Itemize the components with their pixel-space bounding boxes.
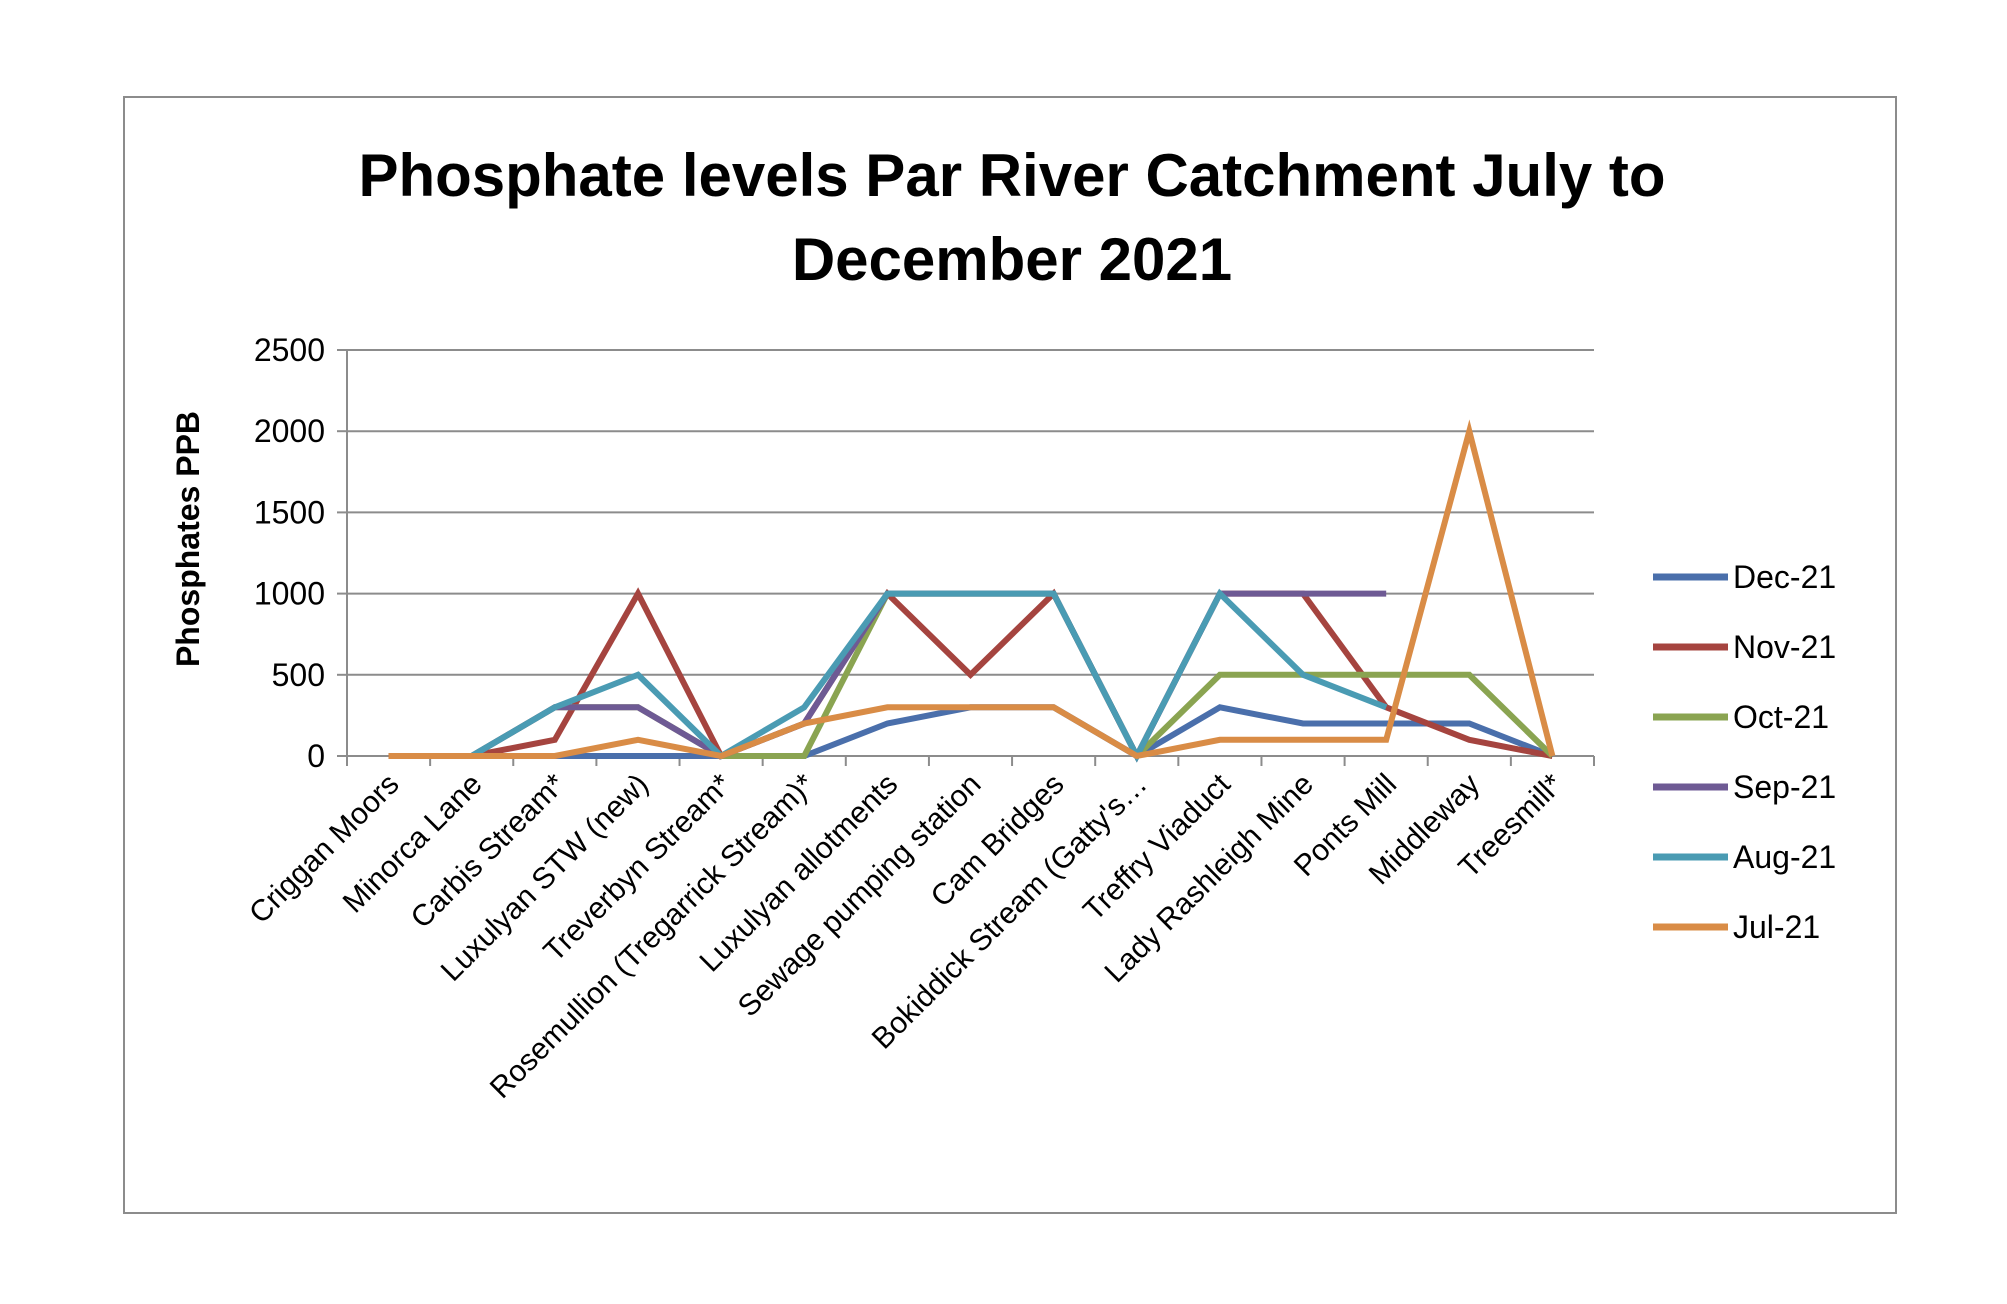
y-axis-title: Phosphates PPB bbox=[170, 411, 206, 667]
y-tick-labels: 0 500 1000 1500 2000 2500 bbox=[254, 332, 325, 774]
gridlines bbox=[347, 349, 1594, 676]
chart-frame: Phosphate levels Par River Catchment Jul… bbox=[123, 96, 1897, 1214]
y-tick-label: 2000 bbox=[254, 413, 325, 449]
legend-label-jul-21: Jul-21 bbox=[1733, 909, 1820, 945]
chart-title: Phosphate levels Par River Catchment Jul… bbox=[125, 134, 1899, 302]
chart-title-line-1: Phosphate levels Par River Catchment Jul… bbox=[358, 142, 1666, 209]
x-tick-label: Treffry Viaduct bbox=[1077, 767, 1237, 927]
y-tick-label: 500 bbox=[272, 657, 325, 693]
y-tick-label: 1500 bbox=[254, 494, 325, 530]
y-tick-label: 2500 bbox=[254, 332, 325, 368]
y-tick-label: 0 bbox=[307, 738, 325, 774]
y-tick-label: 1000 bbox=[254, 576, 325, 612]
legend-label-oct-21: Oct-21 bbox=[1733, 699, 1829, 735]
legend-label-aug-21: Aug-21 bbox=[1733, 839, 1836, 875]
line-chart: 0 500 1000 1500 2000 2500 Criggan MoorsMinorc… bbox=[170, 332, 1836, 1105]
series-line-nov-21 bbox=[388, 587, 1553, 763]
axes bbox=[337, 349, 1595, 766]
series-lines bbox=[388, 419, 1556, 763]
legend: Dec-21 Nov-21 Oct-21 Sep-21 Aug-21 Jul-21 bbox=[1653, 559, 1836, 945]
series-line-aug-21 bbox=[470, 588, 1388, 763]
legend-label-nov-21: Nov-21 bbox=[1733, 629, 1836, 665]
chart-title-line-2: December 2021 bbox=[791, 226, 1233, 293]
legend-label-sep-21: Sep-21 bbox=[1733, 769, 1836, 805]
series-line-jul-21 bbox=[388, 419, 1556, 760]
x-tick-label: Criggan Moors bbox=[243, 768, 405, 930]
series-line-dec-21 bbox=[388, 704, 1554, 760]
legend-label-dec-21: Dec-21 bbox=[1733, 559, 1836, 595]
